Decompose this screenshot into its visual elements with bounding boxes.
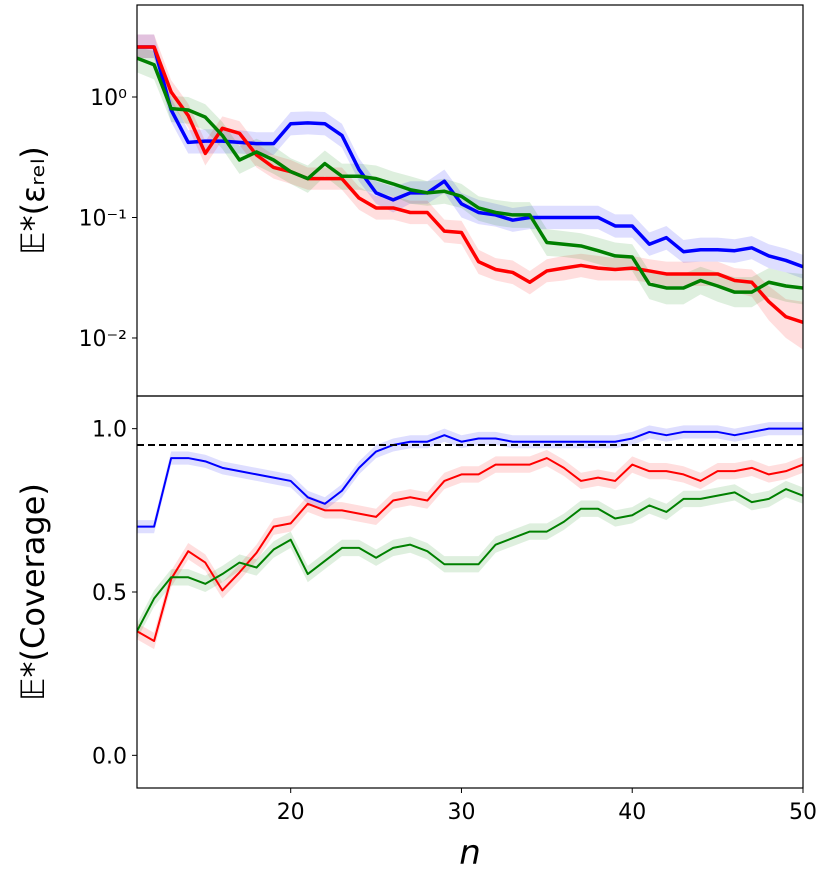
x-tick-label: 30 (447, 800, 475, 825)
confidence-band (137, 46, 803, 308)
y-tick-label: 10⁻¹ (79, 206, 127, 231)
y-tick-label: 0.0 (92, 744, 127, 769)
confidence-band (137, 480, 803, 640)
y-axis-label: 𝔼*(εᵣₑₗ) (14, 146, 52, 255)
x-axis-label: n (459, 833, 481, 873)
plot-area (137, 34, 803, 350)
y-tick-label: 0.5 (92, 581, 127, 606)
y-tick-label: 10⁰ (90, 86, 127, 111)
y-tick-label: 10⁻² (79, 327, 127, 352)
plot-area (137, 422, 803, 650)
x-tick-label: 50 (789, 800, 817, 825)
confidence-band (137, 34, 803, 350)
axes-frame (136, 395, 804, 789)
y-axis-label: 𝔼*(Coverage) (14, 483, 52, 701)
x-tick-label: 20 (277, 800, 305, 825)
series-line (137, 45, 803, 324)
series-line (137, 427, 803, 528)
x-tick-label: 40 (618, 800, 646, 825)
confidence-band (137, 34, 803, 279)
y-tick-label: 1.0 (92, 418, 127, 443)
series-line (137, 488, 803, 632)
series-line (137, 56, 803, 294)
series-line (137, 457, 803, 642)
